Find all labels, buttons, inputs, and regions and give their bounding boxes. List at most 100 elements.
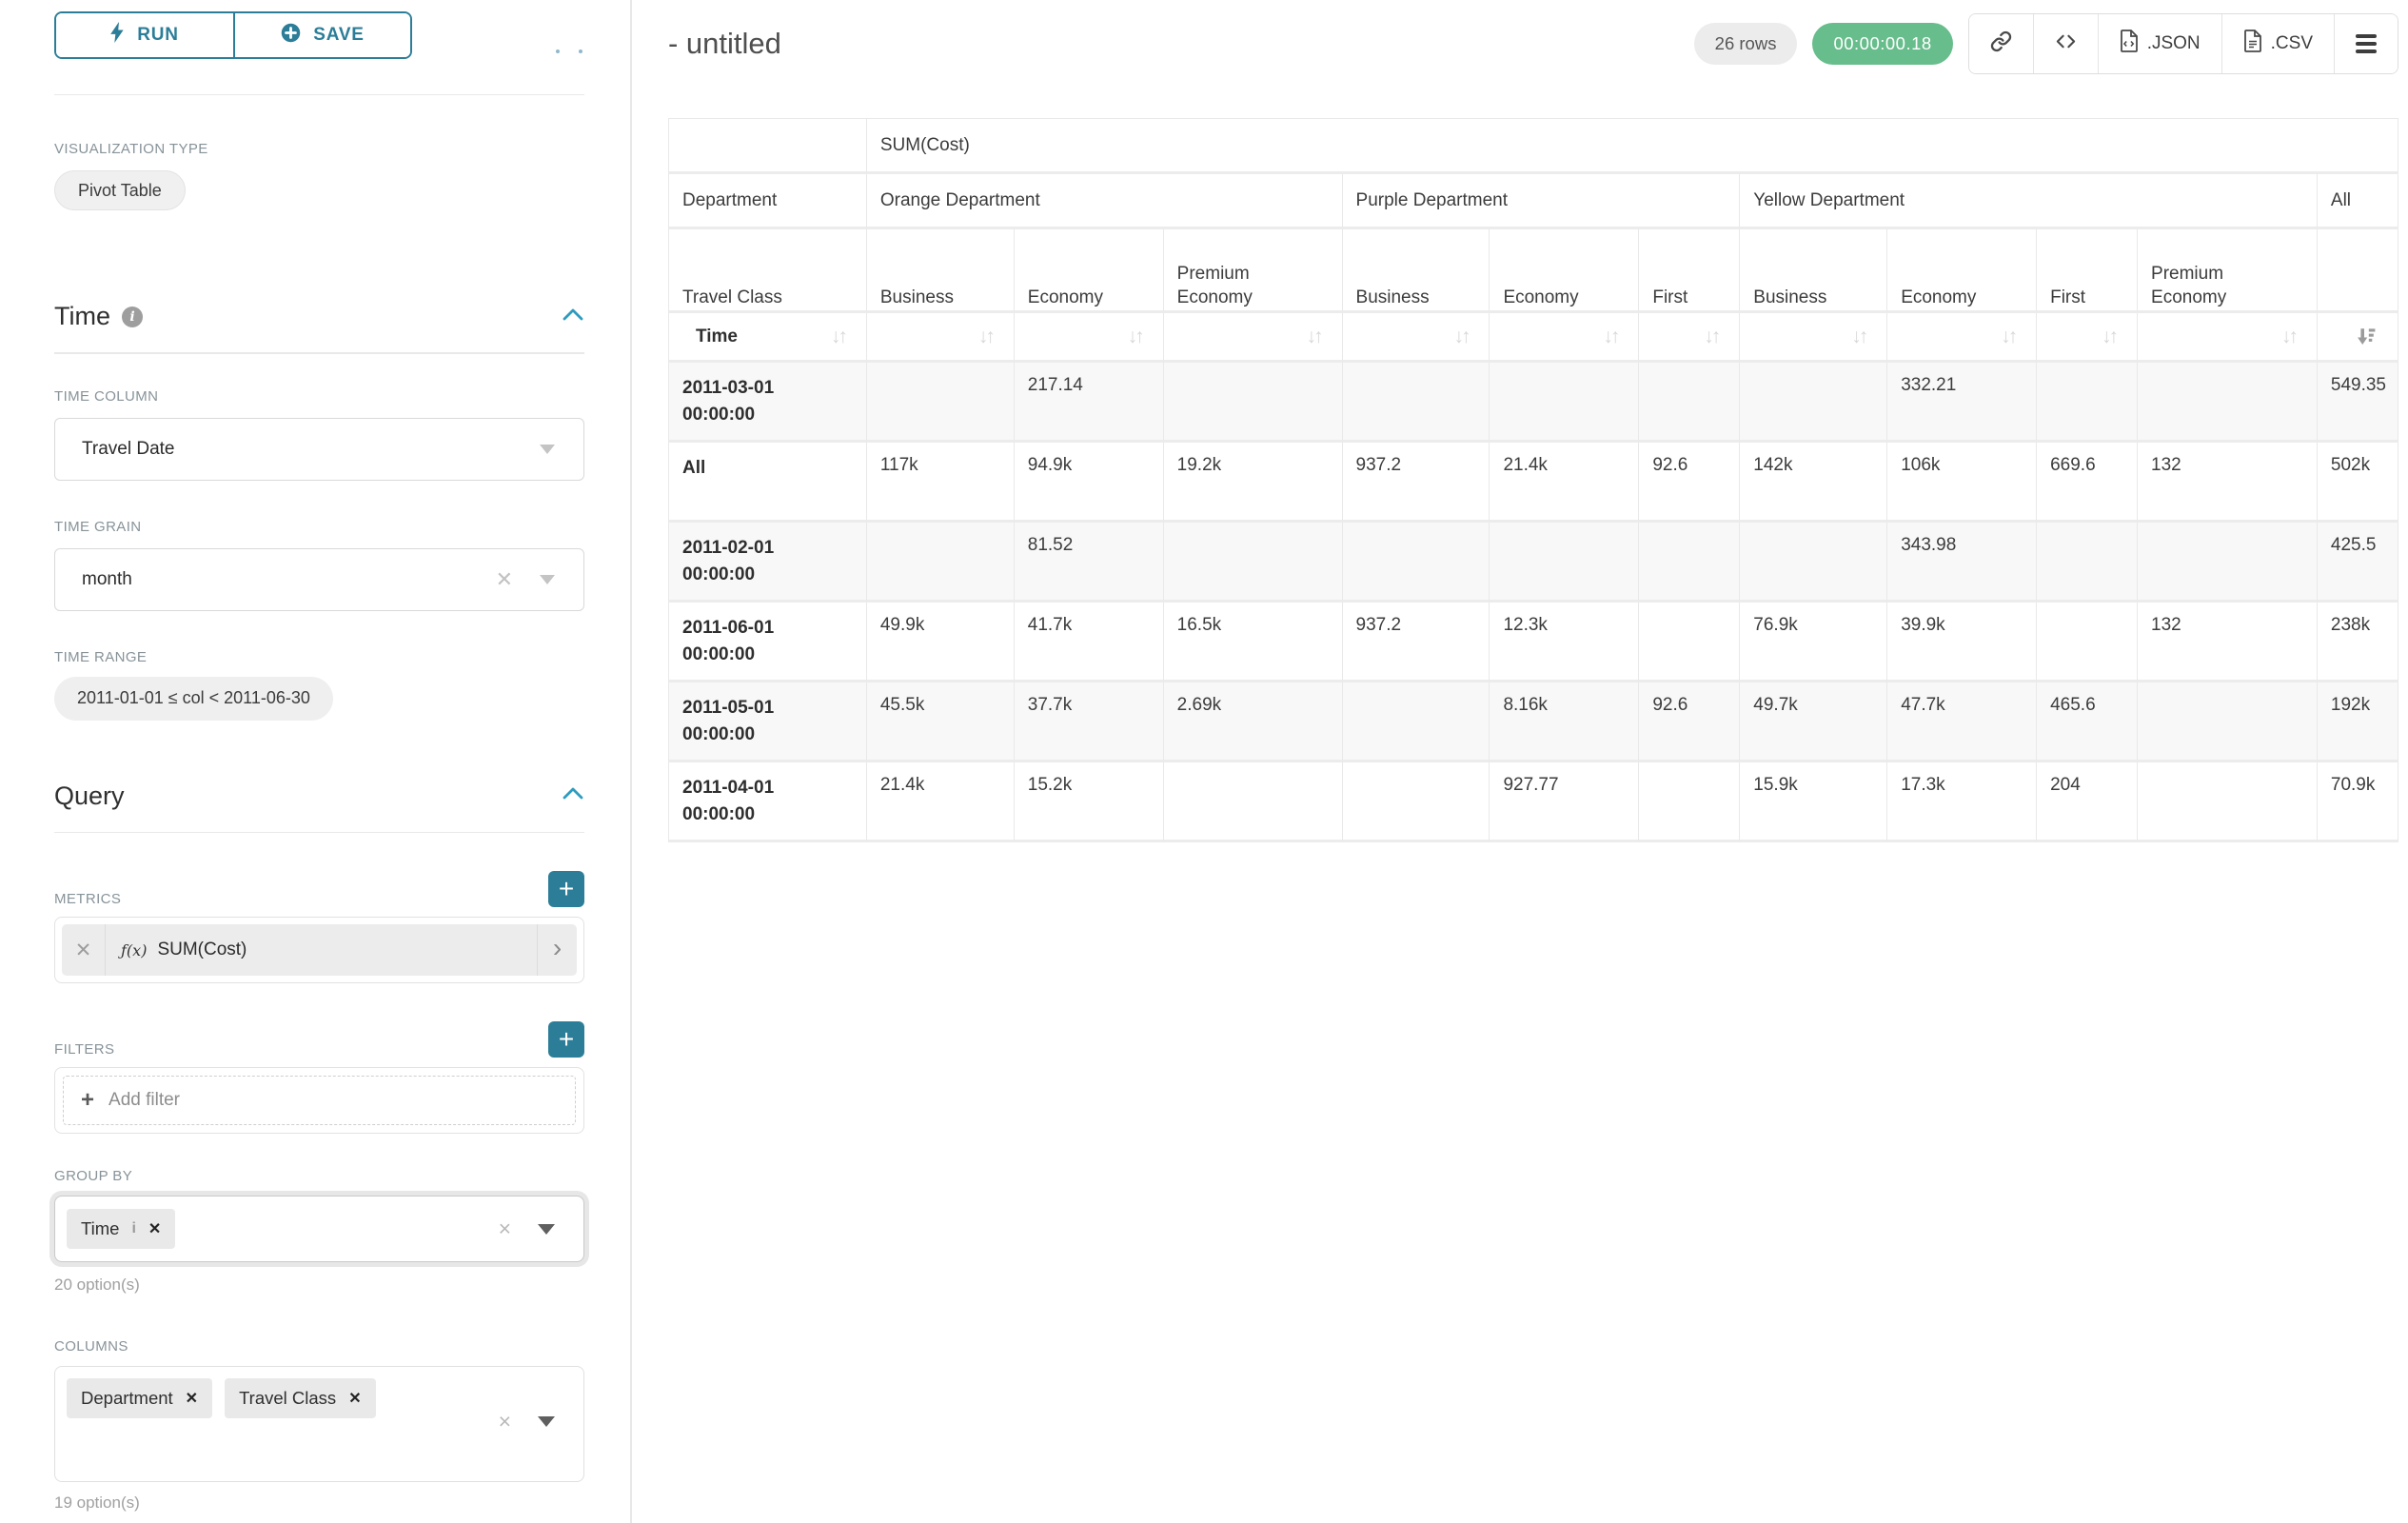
clear-icon[interactable]: × bbox=[498, 1409, 511, 1434]
pivot-cell: 39.9k bbox=[1887, 603, 2038, 682]
sort-toggle-icon[interactable]: ↓↑ bbox=[1603, 325, 1620, 347]
pivot-column-header[interactable]: Premium Economy bbox=[2138, 229, 2318, 313]
pivot-cell bbox=[2037, 523, 2139, 603]
pivot-row-header: 2011-05-01 00:00:00 bbox=[669, 682, 867, 762]
export-csv-button[interactable]: .CSV bbox=[2220, 14, 2334, 73]
copy-link-button[interactable] bbox=[1968, 14, 2033, 73]
pivot-cell: 21.4k bbox=[866, 762, 1015, 842]
pivot-column-header[interactable]: Business bbox=[866, 229, 1015, 313]
pivot-column-header[interactable]: Business bbox=[1342, 229, 1490, 313]
add-filter-button[interactable]: + bbox=[548, 1021, 584, 1058]
add-filter-dropzone[interactable]: + Add filter bbox=[63, 1076, 576, 1125]
pivot-sort-cell bbox=[2317, 313, 2398, 363]
pivot-column-group-header[interactable]: All bbox=[2317, 174, 2398, 229]
pivot-cell: 81.52 bbox=[1014, 523, 1164, 603]
time-grain-label: TIME GRAIN bbox=[54, 518, 142, 535]
clear-icon[interactable]: × bbox=[498, 1216, 511, 1241]
columns-chip[interactable]: Travel Class ✕ bbox=[225, 1378, 376, 1418]
sort-toggle-icon[interactable]: ↓↑ bbox=[1306, 325, 1324, 347]
pivot-cell: 15.2k bbox=[1014, 762, 1164, 842]
pivot-column-header[interactable]: Economy bbox=[1490, 229, 1640, 313]
chart-title[interactable]: - untitled bbox=[668, 27, 781, 60]
visualization-type-value[interactable]: Pivot Table bbox=[54, 170, 186, 210]
menu-button[interactable] bbox=[2334, 14, 2398, 73]
remove-chip-icon[interactable]: ✕ bbox=[148, 1221, 162, 1237]
pivot-column-group-header[interactable]: Yellow Department bbox=[1740, 174, 2318, 229]
clear-icon[interactable]: ✕ bbox=[495, 566, 513, 591]
pivot-column-header[interactable]: Business bbox=[1740, 229, 1888, 313]
sort-toggle-icon[interactable]: ↓↑ bbox=[2280, 325, 2299, 347]
sort-toggle-icon[interactable]: ↓↑ bbox=[1453, 325, 1470, 347]
time-column-select[interactable]: Travel Date bbox=[54, 417, 584, 481]
pivot-cell bbox=[1163, 762, 1343, 842]
pivot-row-header: 2011-03-01 00:00:00 bbox=[669, 363, 867, 443]
chevron-right-icon[interactable]: › bbox=[537, 924, 577, 976]
remove-metric-icon[interactable]: ✕ bbox=[62, 924, 106, 976]
embed-code-button[interactable] bbox=[2032, 14, 2098, 73]
pivot-cell: 937.2 bbox=[1342, 443, 1490, 523]
sort-toggle-icon[interactable]: ↓↑ bbox=[977, 325, 996, 347]
time-grain-select[interactable]: month ✕ bbox=[54, 547, 584, 611]
pivot-column-group-header[interactable]: Purple Department bbox=[1342, 174, 1741, 229]
visualization-type-label: VISUALIZATION TYPE bbox=[54, 141, 208, 157]
pivot-sort-cell: ↓↑ bbox=[1639, 313, 1741, 363]
export-json-button[interactable]: .JSON bbox=[2097, 14, 2221, 73]
pivot-column-header[interactable] bbox=[2317, 229, 2398, 313]
add-metric-button[interactable]: + bbox=[548, 871, 584, 907]
pivot-cell bbox=[2037, 603, 2139, 682]
group-by-select[interactable]: Time i ✕ × bbox=[54, 1196, 584, 1262]
plus-icon: + bbox=[81, 1087, 95, 1113]
pivot-cell: 70.9k bbox=[2317, 762, 2398, 842]
time-range-label: TIME RANGE bbox=[54, 648, 148, 665]
sort-toggle-icon[interactable]: ↓↑ bbox=[1127, 325, 1145, 347]
pivot-cell: 204 bbox=[2037, 762, 2139, 842]
pivot-cell: 92.6 bbox=[1639, 443, 1741, 523]
chevron-up-icon[interactable] bbox=[562, 307, 584, 326]
columns-select[interactable]: Department ✕ Travel Class ✕ × bbox=[54, 1366, 584, 1482]
chevron-down-icon bbox=[538, 1224, 555, 1235]
pivot-column-group-header[interactable]: Orange Department bbox=[866, 174, 1343, 229]
sort-descending-icon[interactable] bbox=[2357, 327, 2377, 346]
pivot-cell: 92.6 bbox=[1639, 682, 1741, 762]
divider bbox=[54, 831, 584, 833]
pivot-column-header[interactable]: First bbox=[2037, 229, 2139, 313]
pivot-cell: 15.9k bbox=[1740, 762, 1888, 842]
metric-chip[interactable]: ✕ ƒ(x) SUM(Cost) › bbox=[62, 924, 577, 976]
json-file-icon bbox=[2120, 30, 2139, 58]
sort-toggle-icon[interactable]: ↓↑ bbox=[2001, 325, 2018, 347]
pivot-row-header: 2011-06-01 00:00:00 bbox=[669, 603, 867, 682]
remove-chip-icon[interactable]: ✕ bbox=[348, 1391, 362, 1407]
sort-toggle-icon[interactable]: ↓↑ bbox=[1704, 325, 1721, 347]
pivot-cell bbox=[1163, 523, 1343, 603]
save-button[interactable]: SAVE bbox=[233, 13, 410, 57]
time-range-value[interactable]: 2011-01-01 ≤ col < 2011-06-30 bbox=[54, 676, 333, 721]
remove-chip-icon[interactable]: ✕ bbox=[185, 1391, 199, 1407]
pivot-column-header[interactable]: Premium Economy bbox=[1163, 229, 1343, 313]
pivot-cell: 47.7k bbox=[1887, 682, 2038, 762]
function-icon: ƒ(x) bbox=[121, 940, 148, 959]
pivot-column-header[interactable]: Economy bbox=[1887, 229, 2038, 313]
pivot-cell: 49.7k bbox=[1740, 682, 1888, 762]
table-row: All 117k 94.9k 19.2k 937.2 21.4k 92.6 142k 106k 6… bbox=[669, 443, 2398, 523]
run-button[interactable]: RUN bbox=[56, 13, 233, 57]
pivot-cell bbox=[2037, 363, 2139, 443]
pivot-cell: 8.16k bbox=[1490, 682, 1640, 762]
metrics-control: ✕ ƒ(x) SUM(Cost) › bbox=[54, 917, 584, 983]
pivot-cell: 37.7k bbox=[1014, 682, 1164, 762]
pivot-column-header[interactable]: First bbox=[1639, 229, 1741, 313]
chevron-up-icon[interactable] bbox=[562, 786, 584, 805]
group-by-chip[interactable]: Time i ✕ bbox=[67, 1209, 176, 1249]
chart-panel: - untitled 26 rows 00:00:00.18 bbox=[632, 0, 2408, 1523]
pivot-cell: 142k bbox=[1740, 443, 1888, 523]
pivot-cell: 937.2 bbox=[1342, 603, 1490, 682]
sort-toggle-icon[interactable]: ↓↑ bbox=[830, 325, 848, 347]
group-by-label: GROUP BY bbox=[54, 1168, 133, 1184]
chart-header: - untitled 26 rows 00:00:00.18 bbox=[668, 13, 2398, 74]
query-section-title: Query bbox=[54, 781, 125, 810]
filters-label: FILTERS bbox=[54, 1041, 115, 1058]
columns-chip[interactable]: Department ✕ bbox=[67, 1378, 213, 1418]
sort-toggle-icon[interactable]: ↓↑ bbox=[1851, 325, 1868, 347]
pivot-cell: 45.5k bbox=[866, 682, 1015, 762]
sort-toggle-icon[interactable]: ↓↑ bbox=[2102, 325, 2119, 347]
pivot-column-header[interactable]: Economy bbox=[1014, 229, 1164, 313]
